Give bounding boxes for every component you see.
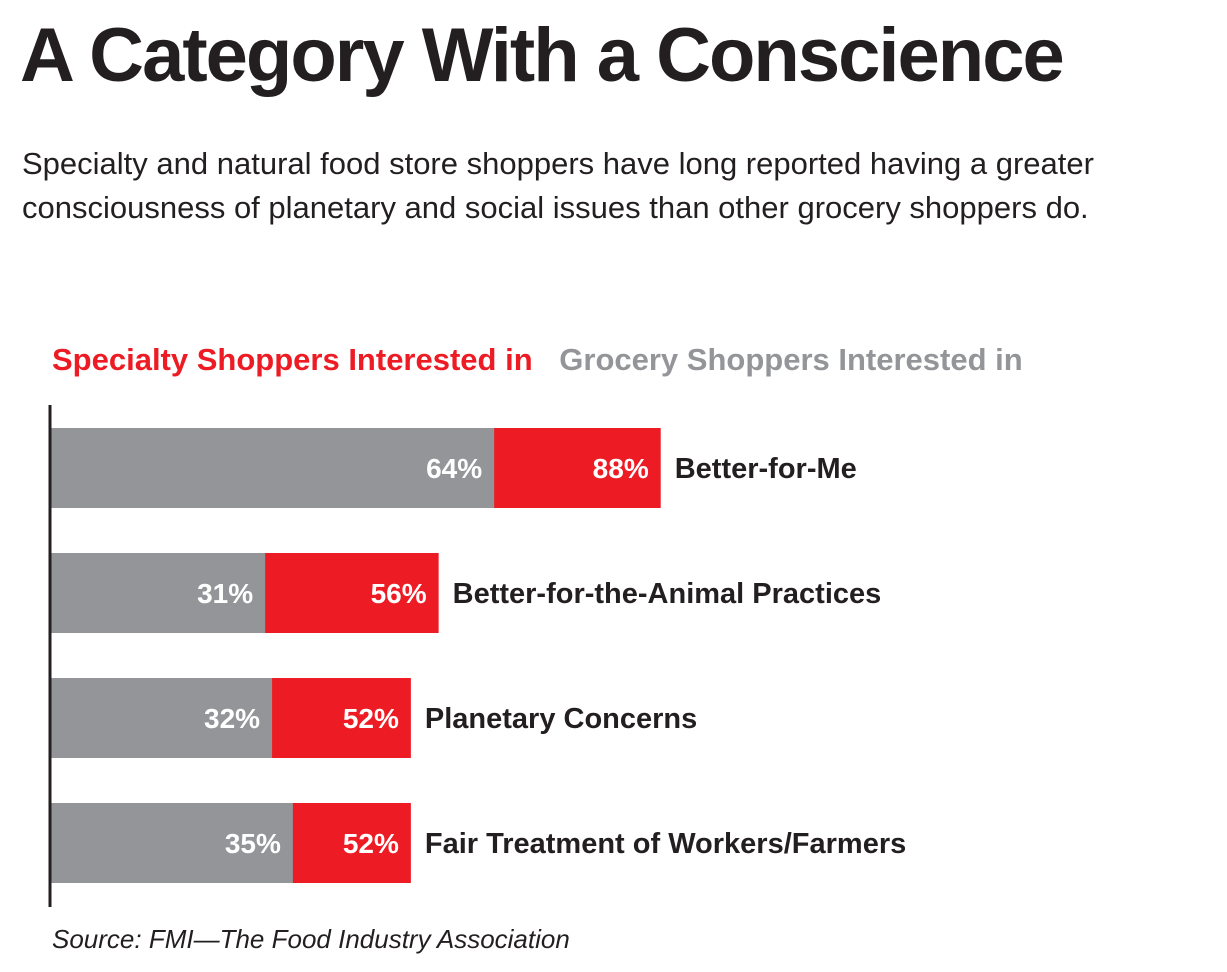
source-note: Source: FMI—The Food Industry Associatio… <box>52 924 570 954</box>
category-label: Fair Treatment of Workers/Farmers <box>425 828 906 860</box>
category-label: Better-for-the-Animal Practices <box>453 578 882 610</box>
label-grocery: 64% <box>426 453 482 484</box>
bar-chart: 64% 88% Better-for-Me 31% 56% Better-for-the-… <box>48 405 906 907</box>
legend: Specialty Shoppers Interested in Grocery… <box>52 342 1023 378</box>
legend-specialty: Specialty Shoppers Interested in <box>52 342 533 377</box>
label-specialty: 56% <box>371 578 427 609</box>
bar-grocery <box>50 553 266 633</box>
legend-grocery: Grocery Shoppers Interested in <box>559 342 1023 377</box>
label-grocery: 31% <box>197 578 253 609</box>
bar-grocery <box>50 678 273 758</box>
bar-grocery <box>50 803 293 883</box>
label-specialty: 88% <box>593 453 649 484</box>
bar-grocery <box>50 428 495 508</box>
chart-title: A Category With a Conscience <box>20 13 1065 98</box>
label-grocery: 35% <box>225 828 281 859</box>
category-label: Planetary Concerns <box>425 703 697 735</box>
label-specialty: 52% <box>343 703 399 734</box>
label-grocery: 32% <box>204 703 260 734</box>
category-label: Better-for-Me <box>675 453 857 485</box>
chart-subtitle: Specialty and natural food store shopper… <box>22 146 1094 225</box>
label-specialty: 52% <box>343 828 399 859</box>
